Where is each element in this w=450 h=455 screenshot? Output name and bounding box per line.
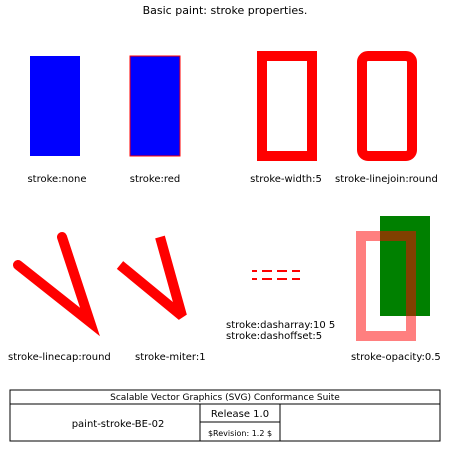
revision-label: $Revision: 1.2 $ [208,429,272,438]
caption-stroke-opacity: stroke-opacity:0.5 [351,352,441,363]
caption-stroke-dasharray: stroke:dasharray:10 5 [226,320,335,331]
polyline-stroke-linecap [13,232,100,337]
caption-stroke-miter: stroke-miter:1 [135,352,206,363]
rect-stroke-opacity [356,231,416,341]
rect-stroke-linejoin [357,51,417,161]
polyline-stroke-miter [116,235,187,320]
caption-stroke-linejoin: stroke-linejoin:round [335,174,438,185]
suite-title: Scalable Vector Graphics (SVG) Conforman… [110,393,340,403]
conformance-footer: Scalable Vector Graphics (SVG) Conforman… [9,389,441,442]
caption-stroke-none: stroke:none [27,174,86,185]
release-label: Release 1.0 [211,409,269,420]
caption-stroke-linecap: stroke-linecap:round [8,352,111,363]
page-title: Basic paint: stroke properties. [143,4,308,17]
caption-stroke-dashoffset: stroke:dashoffset:5 [226,331,322,342]
footer-frame [9,389,441,442]
caption-stroke-red: stroke:red [130,174,181,185]
rect-stroke-none [30,56,80,156]
rect-stroke-width [257,51,317,161]
test-name: paint-stroke-BE-02 [72,419,165,430]
caption-stroke-width: stroke-width:5 [250,174,322,185]
rect-stroke-red [129,55,181,157]
